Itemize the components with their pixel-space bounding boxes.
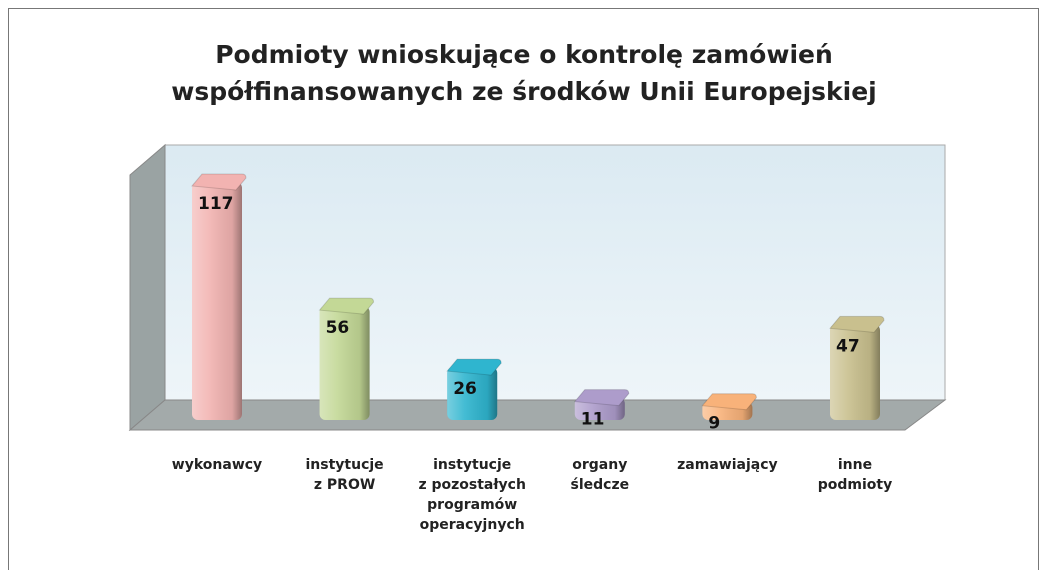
bar: 9 <box>701 393 757 434</box>
x-tick-label: instytucje z pozostałych programów opera… <box>418 457 526 533</box>
data-label: 11 <box>581 410 605 430</box>
side-wall <box>129 143 166 432</box>
bar: 56 <box>318 297 375 420</box>
bar-top <box>318 297 375 315</box>
data-label: 9 <box>708 414 720 434</box>
bar-shade <box>319 306 370 420</box>
chart-title: Podmioty wnioskujące o kontrolę zamówień… <box>171 40 877 106</box>
bar: 47 <box>829 315 885 420</box>
x-tick-label: inne podmioty <box>817 457 893 493</box>
data-label: 26 <box>453 379 477 399</box>
floor <box>128 399 947 431</box>
bar-top <box>829 315 885 333</box>
bar: 11 <box>573 389 630 430</box>
bar: 117 <box>191 173 247 420</box>
data-label: 117 <box>198 194 234 214</box>
bar: 26 <box>446 358 502 420</box>
bar-top <box>701 393 757 411</box>
bar-top <box>191 173 247 191</box>
data-label: 56 <box>326 318 350 338</box>
x-tick-label: organy śledcze <box>570 457 630 493</box>
x-tick-label: zamawiający <box>677 457 778 473</box>
bar-shade <box>830 324 880 420</box>
bar-top <box>573 389 630 407</box>
bar-top <box>446 358 502 376</box>
frame <box>8 8 1039 570</box>
bar-shade <box>447 367 498 420</box>
bar-shade <box>192 182 242 420</box>
back-wall <box>164 144 946 401</box>
x-tick-label: wykonawcy <box>171 457 263 473</box>
x-tick-label: instytucje z PROW <box>305 457 384 493</box>
data-label: 47 <box>836 336 860 356</box>
